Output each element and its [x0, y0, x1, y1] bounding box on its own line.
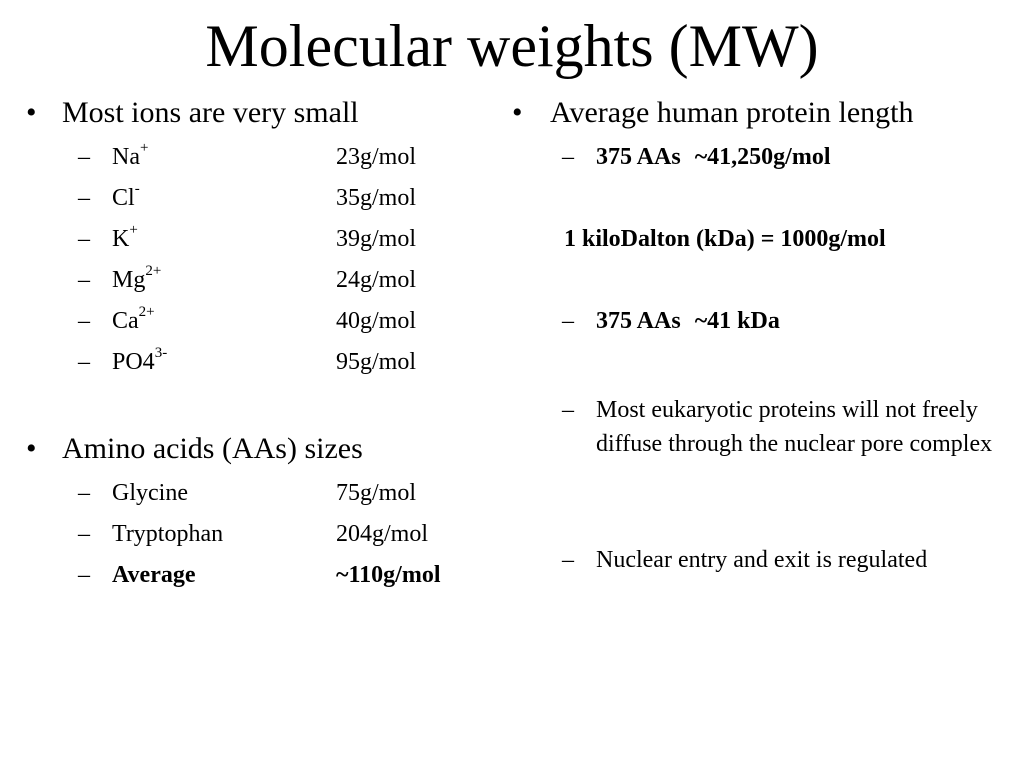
dash-icon: –: [78, 185, 90, 211]
slide-title: Molecular weights (MW): [205, 13, 819, 79]
amino-name: Glycine: [112, 480, 188, 506]
amino-value: ~110g/mol: [336, 562, 441, 588]
protein-heading: Average human protein length: [550, 96, 914, 129]
ion-name: PO43-: [112, 345, 168, 376]
ion-value: 95g/mol: [336, 349, 417, 375]
dash-icon: –: [78, 521, 90, 547]
ion-name: Na+: [112, 140, 149, 171]
dash-icon: –: [78, 562, 90, 588]
dash-icon: –: [562, 308, 574, 334]
dash-icon: –: [562, 397, 574, 423]
dash-icon: –: [78, 267, 90, 293]
bullet-dot-icon: •: [26, 432, 37, 465]
amino-name: Average: [112, 562, 196, 588]
note-diffuse-text: Most eukaryotic proteins will not freely…: [596, 397, 993, 457]
ion-value: 39g/mol: [336, 226, 417, 252]
dash-icon: –: [562, 144, 574, 170]
kda-definition: 1 kiloDalton (kDa) = 1000g/mol: [564, 226, 886, 252]
dash-icon: –: [78, 349, 90, 375]
dash-icon: –: [78, 226, 90, 252]
dash-icon: –: [562, 547, 574, 573]
ion-value: 40g/mol: [336, 308, 417, 334]
protein-length-pair: 375 AAs ~41 kDa: [596, 308, 780, 334]
bullet-dot-icon: •: [26, 96, 37, 129]
amino-heading: Amino acids (AAs) sizes: [62, 432, 363, 465]
dash-icon: –: [78, 144, 90, 170]
dash-icon: –: [78, 308, 90, 334]
ion-value: 23g/mol: [336, 144, 417, 170]
ion-name: K+: [112, 222, 138, 253]
dash-icon: –: [78, 480, 90, 506]
ion-name: Mg2+: [112, 263, 162, 294]
ion-name: Cl-: [112, 181, 140, 212]
ion-value: 24g/mol: [336, 267, 417, 293]
note-diffuse: – Most eukaryotic proteins will not free…: [562, 393, 1022, 503]
note-regulated-text: Nuclear entry and exit is regulated: [596, 547, 928, 573]
amino-value: 204g/mol: [336, 521, 429, 547]
amino-name: Tryptophan: [112, 521, 224, 547]
amino-value: 75g/mol: [336, 480, 417, 506]
bullet-dot-icon: •: [512, 96, 523, 129]
ion-value: 35g/mol: [336, 185, 417, 211]
ion-name: Ca2+: [112, 304, 155, 335]
ions-heading: Most ions are very small: [62, 96, 359, 129]
protein-length-pair: 375 AAs ~41,250g/mol: [596, 144, 831, 170]
